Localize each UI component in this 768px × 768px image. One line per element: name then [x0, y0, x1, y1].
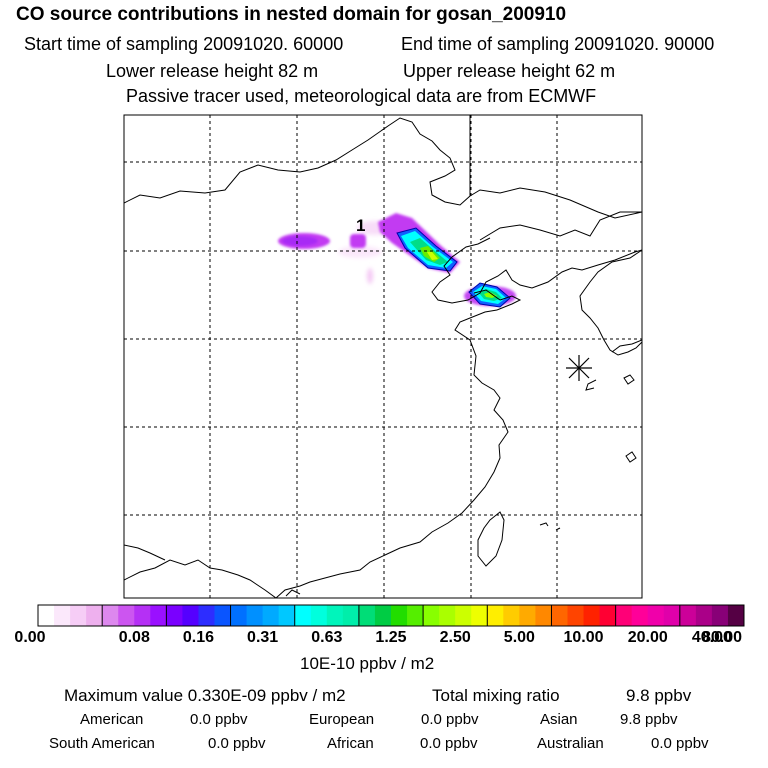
colorbar-tick-label: 20.00 — [627, 629, 668, 646]
colorbar-tick-label: 0.08 — [118, 629, 150, 646]
source-american-value: 0.0 ppbv — [190, 711, 248, 728]
colorbar-tick-label: 0.00 — [14, 629, 46, 646]
colorbar-swatch — [166, 605, 183, 626]
colorbar-swatch — [134, 605, 151, 626]
colorbar-swatch — [679, 605, 697, 626]
colorbar-swatch — [342, 605, 360, 626]
colorbar-swatch — [631, 605, 649, 626]
colorbar-swatch — [487, 605, 504, 626]
colorbar-swatch — [407, 605, 424, 626]
upper-release-height-label: Upper release height 62 m — [403, 61, 616, 81]
colorbar-tick-label: 0.16 — [182, 629, 215, 646]
colorbar-tick-label: 80.00 — [701, 629, 743, 646]
colorbar-swatch — [599, 605, 617, 626]
source-african-value: 0.0 ppbv — [420, 735, 478, 752]
map-frame — [123, 114, 643, 599]
source-european-name: European — [309, 711, 375, 728]
release-marker-label: 1 — [356, 216, 365, 235]
colorbar-swatch — [471, 605, 488, 626]
colorbar-swatch — [262, 605, 280, 626]
colorbar-swatch — [102, 605, 119, 626]
colorbar-swatch — [567, 605, 585, 626]
colorbar-swatch — [583, 605, 601, 626]
start-time-label: Start time of sampling 20091020. 60000 — [24, 34, 344, 54]
source-american-name: American — [80, 711, 144, 728]
source-african-name: African — [327, 735, 374, 752]
plume-core — [397, 228, 510, 307]
colorbar-swatch — [70, 605, 87, 626]
colorbar-tick-label: 1.25 — [375, 629, 407, 646]
receptor-star-marker — [566, 355, 592, 381]
colorbar-swatch — [246, 605, 264, 626]
coastlines — [124, 115, 642, 598]
graticule — [124, 115, 642, 598]
colorbar-swatch — [535, 605, 552, 626]
data-source-note: Passive tracer used, meteorological data… — [126, 86, 597, 106]
colorbar-swatch — [38, 605, 55, 626]
colorbar-swatch — [663, 605, 681, 626]
colorbar-swatch — [326, 605, 344, 626]
colorbar-swatch — [278, 605, 296, 626]
lower-release-height-label: Lower release height 82 m — [106, 61, 319, 81]
source-australian-name: Australian — [537, 735, 604, 752]
source-asian-value: 9.8 ppbv — [620, 711, 678, 728]
colorbar-swatch — [214, 605, 232, 626]
source-south-american-name: South American — [49, 735, 155, 752]
colorbar-swatch — [455, 605, 472, 626]
colorbar-swatch — [727, 605, 745, 626]
colorbar-swatch — [86, 605, 103, 626]
colorbar-swatch — [118, 605, 135, 626]
colorbar-swatch — [310, 605, 328, 626]
colorbar-tick-label: 0.63 — [311, 629, 343, 646]
colorbar-swatch — [503, 605, 520, 626]
colorbar-swatch — [647, 605, 665, 626]
colorbar-swatch — [439, 605, 456, 626]
source-asian-name: Asian — [540, 711, 578, 728]
colorbar-swatch — [615, 605, 633, 626]
colorbar-swatch — [294, 605, 312, 626]
colorbar-unit: 10E-10 ppbv / m2 — [300, 654, 435, 673]
colorbar-tick-label: 2.50 — [439, 629, 471, 646]
colorbar-frame — [37, 604, 745, 627]
total-mixing-ratio-label: Total mixing ratio — [432, 686, 560, 705]
colorbar-tick-label: 10.00 — [563, 629, 604, 646]
colorbar-swatch — [198, 605, 215, 626]
total-mixing-ratio-value: 9.8 ppbv — [626, 686, 692, 705]
colorbar-swatch — [711, 605, 729, 626]
colorbar-tick-label: 0.31 — [247, 629, 279, 646]
colorbar-swatch — [551, 605, 568, 626]
map-title: CO source contributions in nested domain… — [16, 4, 567, 25]
colorbar-swatch — [54, 605, 71, 626]
colorbar-swatch — [519, 605, 536, 626]
source-european-value: 0.0 ppbv — [421, 711, 479, 728]
map-panel: 1 — [124, 115, 642, 598]
maximum-value: Maximum value 0.330E-09 ppbv / m2 — [64, 686, 346, 705]
colorbar-swatch — [391, 605, 408, 626]
source-australian-value: 0.0 ppbv — [651, 735, 709, 752]
source-south-american-value: 0.0 ppbv — [208, 735, 266, 752]
colorbar-swatch — [374, 605, 392, 626]
colorbar-swatch — [150, 605, 167, 626]
colorbar-swatch — [358, 605, 376, 626]
colorbar-swatch — [230, 605, 248, 626]
colorbar-tick-label: 5.00 — [503, 629, 535, 646]
colorbar — [37, 604, 745, 627]
colorbar-swatch — [423, 605, 440, 626]
colorbar-tick-label: 40.00 — [691, 629, 732, 646]
colorbar-swatch — [695, 605, 713, 626]
end-time-label: End time of sampling 20091020. 90000 — [401, 34, 715, 54]
colorbar-swatch — [182, 605, 199, 626]
